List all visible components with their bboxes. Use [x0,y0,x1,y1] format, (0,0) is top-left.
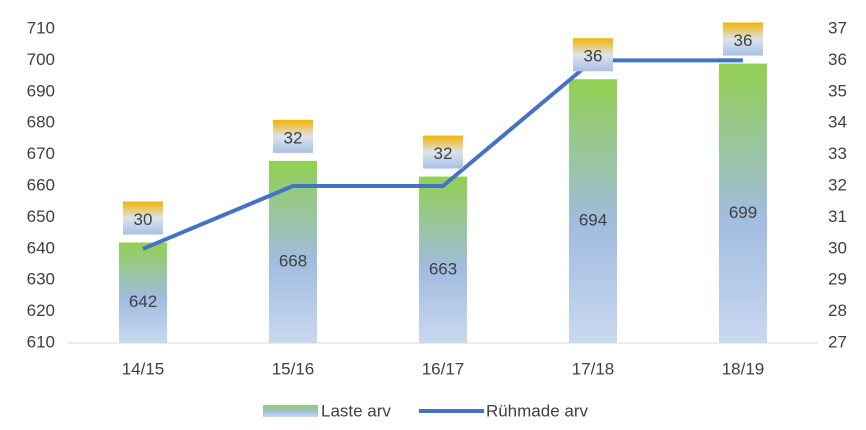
y2-tick-label: 31 [828,207,847,226]
line-label-box [423,135,463,169]
y-tick-label: 690 [27,81,55,100]
bar [419,176,467,343]
line-label-box [123,201,163,235]
bar-value-label: 694 [579,211,607,230]
bar [119,242,167,343]
y2-tick-label: 32 [828,175,847,194]
y-tick-label: 700 [27,50,55,69]
y2-tick-label: 29 [828,270,847,289]
line-value-label: 36 [734,31,753,50]
line-label-box [573,38,613,72]
bar-value-label: 668 [279,251,307,270]
y2-tick-label: 33 [828,144,847,163]
bar [569,79,617,344]
legend-label: Laste arv [321,401,391,420]
bar-value-label: 699 [729,203,757,222]
line-label-box [723,22,763,56]
legend-label: Rühmade arv [486,401,589,420]
line [142,58,743,251]
y-tick-label: 650 [27,207,55,226]
y2-tick-label: 27 [828,332,847,351]
y2-tick-label: 37 [828,18,847,37]
line-label-box [273,119,313,153]
bar-value-label: 642 [129,292,157,311]
line-value-label: 32 [434,144,453,163]
y2-tick-label: 36 [828,50,847,69]
y-tick-label: 640 [27,238,55,257]
y2-tick-label: 30 [828,238,847,257]
legend-swatch [263,405,318,417]
y-tick-label: 610 [27,332,55,351]
y2-tick-label: 35 [828,81,847,100]
x-tick-label: 18/19 [722,359,765,378]
line-value-label: 32 [284,128,303,147]
x-tick-label: 15/16 [272,359,315,378]
y-tick-label: 710 [27,18,55,37]
x-tick-label: 17/18 [572,359,615,378]
y2-tick-label: 34 [828,113,847,132]
bar [719,63,767,343]
y-tick-label: 680 [27,113,55,132]
line-value-label: 30 [134,210,153,229]
y2-tick-label: 28 [828,301,847,320]
line-value-label: 36 [584,47,603,66]
y-tick-label: 630 [27,270,55,289]
y-tick-label: 620 [27,301,55,320]
x-tick-label: 16/17 [422,359,465,378]
bar-value-label: 663 [429,259,457,278]
y-tick-label: 670 [27,144,55,163]
x-tick-label: 14/15 [122,359,165,378]
y-tick-label: 660 [27,175,55,194]
